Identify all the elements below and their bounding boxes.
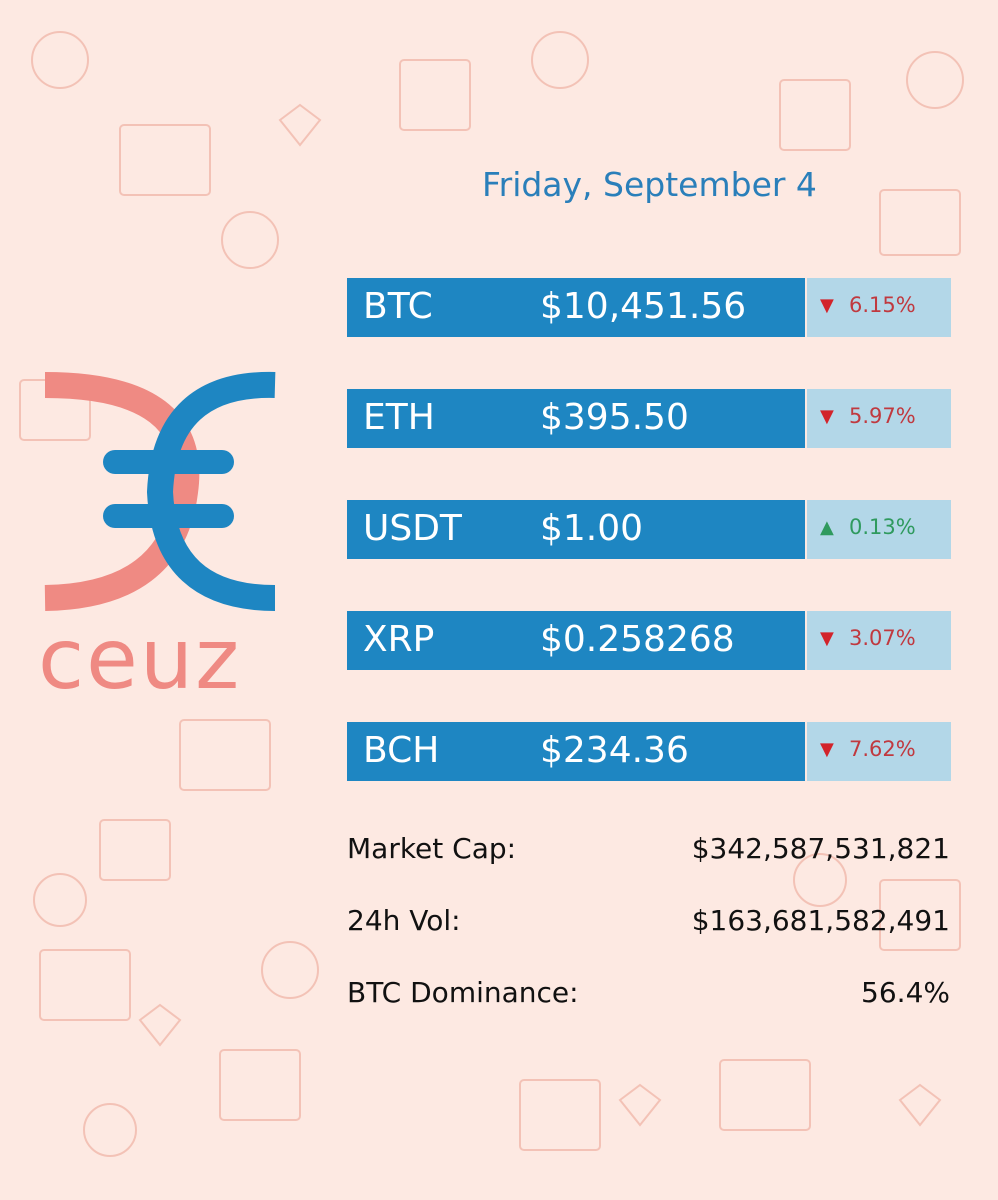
coin-change: 3.07% bbox=[849, 626, 916, 650]
stat-row: 24h Vol: $163,681,582,491 bbox=[347, 904, 950, 937]
change-arrow: ▼ bbox=[820, 739, 834, 760]
coin-bar: XRP $0.258268 bbox=[347, 611, 805, 670]
coin-change: 0.13% bbox=[849, 515, 916, 539]
logo-mark bbox=[44, 371, 276, 611]
coin-change-box: ▼ 7.62% bbox=[807, 722, 951, 781]
change-arrow: ▼ bbox=[820, 628, 834, 649]
stat-row: BTC Dominance: 56.4% bbox=[347, 976, 950, 1009]
coin-change-box: ▲ 0.13% bbox=[807, 500, 951, 559]
coin-symbol: BTC bbox=[363, 286, 433, 327]
coin-row: XRP $0.258268 ▼ 3.07% bbox=[347, 611, 951, 670]
coin-price: $10,451.56 bbox=[540, 286, 747, 327]
coin-change-box: ▼ 3.07% bbox=[807, 611, 951, 670]
coin-change: 5.97% bbox=[849, 404, 916, 428]
coin-bar: BCH $234.36 bbox=[347, 722, 805, 781]
date: Friday, September 4 bbox=[482, 165, 817, 204]
stat-label: Market Cap: bbox=[347, 832, 517, 865]
coin-change: 6.15% bbox=[849, 293, 916, 317]
coin-symbol: ETH bbox=[363, 397, 435, 438]
coin-bar: ETH $395.50 bbox=[347, 389, 805, 448]
coin-price: $1.00 bbox=[540, 508, 644, 549]
coin-symbol: XRP bbox=[363, 619, 435, 660]
change-arrow: ▼ bbox=[820, 295, 834, 316]
coin-row: BTC $10,451.56 ▼ 6.15% bbox=[347, 278, 951, 337]
coin-bar: BTC $10,451.56 bbox=[347, 278, 805, 337]
coin-symbol: USDT bbox=[363, 508, 462, 549]
coin-change-box: ▼ 5.97% bbox=[807, 389, 951, 448]
stat-label: BTC Dominance: bbox=[347, 976, 579, 1009]
logo-text: ceuz bbox=[38, 610, 242, 708]
logo-arc-blue bbox=[146, 371, 276, 611]
coin-price: $0.258268 bbox=[540, 619, 735, 660]
stat-value: 56.4% bbox=[861, 976, 950, 1009]
stat-row: Market Cap: $342,587,531,821 bbox=[347, 832, 950, 865]
coin-row: ETH $395.50 ▼ 5.97% bbox=[347, 389, 951, 448]
logo-arc-salmon bbox=[44, 372, 200, 611]
change-arrow: ▼ bbox=[820, 406, 834, 427]
coin-price: $234.36 bbox=[540, 730, 689, 771]
stat-value: $163,681,582,491 bbox=[691, 904, 950, 937]
stat-value: $342,587,531,821 bbox=[691, 832, 950, 865]
coin-change: 7.62% bbox=[849, 737, 916, 761]
coin-row: USDT $1.00 ▲ 0.13% bbox=[347, 500, 951, 559]
stat-label: 24h Vol: bbox=[347, 904, 461, 937]
coin-row: BCH $234.36 ▼ 7.62% bbox=[347, 722, 951, 781]
coin-bar: USDT $1.00 bbox=[347, 500, 805, 559]
change-arrow: ▲ bbox=[820, 517, 834, 538]
coin-price: $395.50 bbox=[540, 397, 689, 438]
coin-change-box: ▼ 6.15% bbox=[807, 278, 951, 337]
coin-symbol: BCH bbox=[363, 730, 440, 771]
